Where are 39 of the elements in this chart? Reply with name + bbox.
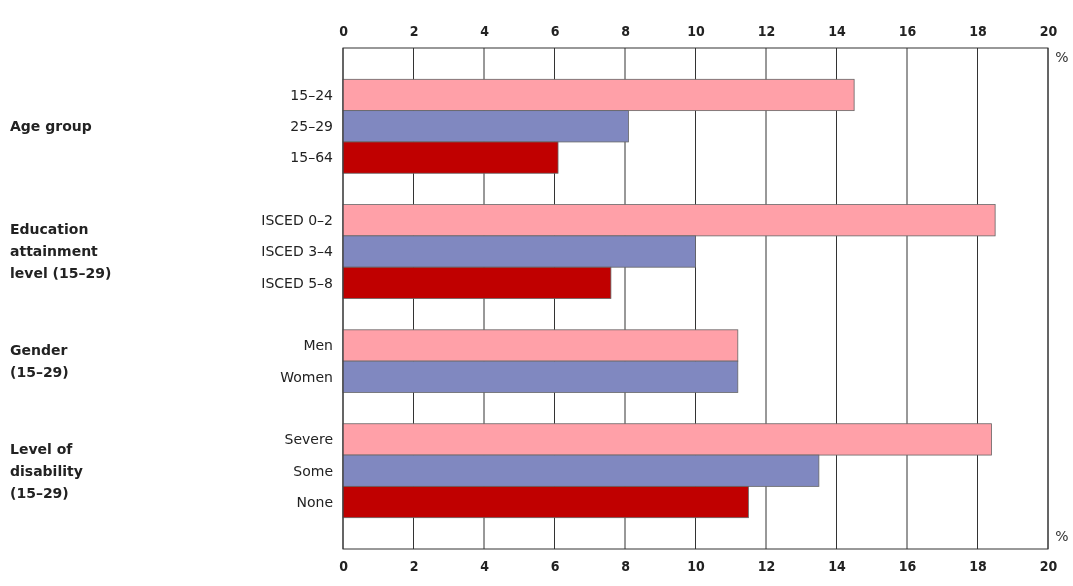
x2-tick-label: 8 bbox=[621, 557, 630, 574]
x2-tick-label: 0 bbox=[339, 557, 349, 574]
text: Age group bbox=[10, 118, 92, 135]
text: Education attainment level (15–29) bbox=[10, 221, 112, 282]
y-tick-label: 15–64 bbox=[290, 149, 334, 166]
x-tick-label: 20 bbox=[1039, 23, 1058, 39]
x-tick-label: 0 bbox=[339, 23, 349, 39]
y-tick-label: Some bbox=[293, 462, 333, 479]
y-tick-label: Severe bbox=[284, 431, 333, 448]
x-tick-label: 2 bbox=[409, 23, 419, 39]
x-tick-label: 4 bbox=[480, 23, 490, 39]
y-tick-label: Men bbox=[303, 337, 333, 354]
x-tick-label: 16 bbox=[898, 23, 917, 39]
text: Gender (15–29) bbox=[10, 342, 69, 381]
x-tick-label: 6 bbox=[550, 23, 560, 39]
x2-tick-label: 12 bbox=[757, 557, 776, 574]
text: Level of disability (15–29) bbox=[10, 440, 83, 501]
x2-axis-title: % bbox=[1055, 49, 1069, 65]
y-tick-label: 25–29 bbox=[290, 118, 333, 135]
x2-tick-label: 20 bbox=[1039, 557, 1058, 574]
y-tick-label: ISCED 3–4 bbox=[261, 243, 334, 260]
x-tick-label: 14 bbox=[828, 23, 846, 39]
x2-tick-label: 14 bbox=[828, 557, 846, 574]
x-axis-title: % bbox=[1055, 528, 1069, 544]
x-tick-label: 12 bbox=[757, 23, 776, 39]
x2-tick-label: 6 bbox=[550, 557, 560, 574]
y-tick-label: 15–24 bbox=[290, 86, 334, 103]
y-tick-label: None bbox=[296, 493, 333, 510]
y-tick-label: Women bbox=[280, 368, 333, 385]
x-tick-label: 18 bbox=[969, 23, 987, 39]
y-tick-label: ISCED 5–8 bbox=[261, 274, 333, 291]
x-tick-label: 8 bbox=[621, 23, 630, 39]
x2-tick-label: 16 bbox=[898, 557, 917, 574]
x2-tick-label: 2 bbox=[409, 557, 419, 574]
x2-tick-label: 4 bbox=[480, 557, 490, 574]
x2-tick-label: 18 bbox=[969, 557, 987, 574]
x-tick-label: 10 bbox=[687, 23, 705, 39]
y-tick-label: ISCED 0–2 bbox=[261, 212, 333, 229]
x2-tick-label: 10 bbox=[687, 557, 705, 574]
